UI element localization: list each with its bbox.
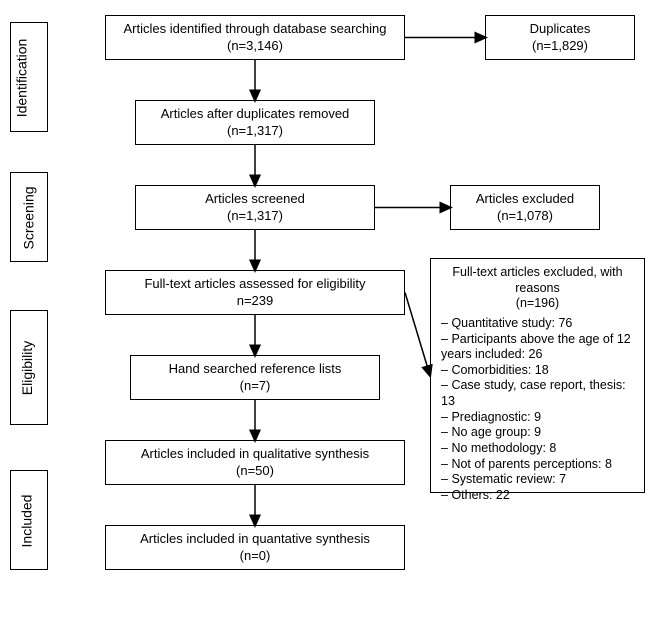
stage-label-identification: Identification xyxy=(13,39,29,118)
box-title: Articles screened xyxy=(205,191,305,207)
box-screened: Articles screened (n=1,317) xyxy=(135,185,375,230)
reasons-list: Quantitative study: 76Participants above… xyxy=(441,316,634,504)
reason-item: Not of parents perceptions: 8 xyxy=(441,457,634,473)
stage-label-included: Included xyxy=(18,495,34,548)
box-excluded-reasons: Full-text articles excluded, with reason… xyxy=(430,258,645,493)
reason-item: Participants above the age of 12 years i… xyxy=(441,332,634,363)
box-count: (n=196) xyxy=(441,296,634,312)
box-title: Articles after duplicates removed xyxy=(161,106,350,122)
reason-item: Quantitative study: 76 xyxy=(441,316,634,332)
box-qualitative: Articles included in qualitative synthes… xyxy=(105,440,405,485)
box-count: (n=50) xyxy=(236,463,274,479)
reason-item: Case study, case report, thesis: 13 xyxy=(441,378,634,409)
box-count: n=239 xyxy=(237,293,274,309)
box-duplicates: Duplicates (n=1,829) xyxy=(485,15,635,60)
box-count: (n=1,317) xyxy=(227,123,283,139)
reason-item: No methodology: 8 xyxy=(441,441,634,457)
box-after-duplicates: Articles after duplicates removed (n=1,3… xyxy=(135,100,375,145)
stage-label-eligibility: Eligibility xyxy=(19,341,35,395)
box-title: Articles included in qualitative synthes… xyxy=(141,446,369,462)
box-count: (n=1,078) xyxy=(497,208,553,224)
box-fulltext-assessed: Full-text articles assessed for eligibil… xyxy=(105,270,405,315)
box-count: (n=1,317) xyxy=(227,208,283,224)
box-excluded: Articles excluded (n=1,078) xyxy=(450,185,600,230)
box-identified: Articles identified through database sea… xyxy=(105,15,405,60)
box-count: (n=3,146) xyxy=(227,38,283,54)
box-hand-searched: Hand searched reference lists (n=7) xyxy=(130,355,380,400)
box-title: Full-text articles assessed for eligibil… xyxy=(144,276,365,292)
reason-item: Systematic review: 7 xyxy=(441,472,634,488)
prisma-flowchart: Identification Screening Eligibility Inc… xyxy=(10,10,647,627)
reason-item: Others: 22 xyxy=(441,488,634,504)
box-title: Full-text articles excluded, with reason… xyxy=(441,265,634,296)
box-count: (n=0) xyxy=(240,548,271,564)
box-title: Articles excluded xyxy=(476,191,574,207)
reasons-header: Full-text articles excluded, with reason… xyxy=(441,265,634,312)
box-count: (n=1,829) xyxy=(532,38,588,54)
box-count: (n=7) xyxy=(240,378,271,394)
box-quantitative: Articles included in quantative synthesi… xyxy=(105,525,405,570)
stage-label-screening: Screening xyxy=(21,186,37,249)
reason-item: No age group: 9 xyxy=(441,425,634,441)
reason-item: Comorbidities: 18 xyxy=(441,363,634,379)
box-title: Hand searched reference lists xyxy=(169,361,342,377)
reason-item: Prediagnostic: 9 xyxy=(441,410,634,426)
box-title: Articles included in quantative synthesi… xyxy=(140,531,370,547)
box-title: Articles identified through database sea… xyxy=(123,21,386,37)
box-title: Duplicates xyxy=(530,21,591,37)
